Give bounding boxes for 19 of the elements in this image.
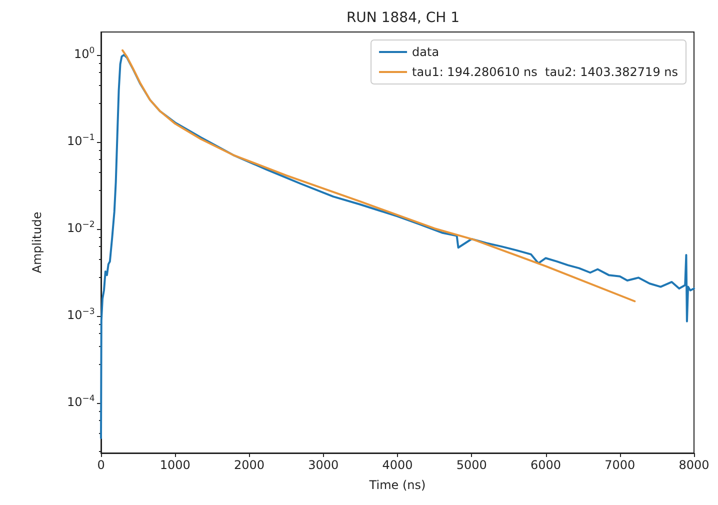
x-tick-label: 1000	[160, 458, 190, 472]
chart-title: RUN 1884, CH 1	[346, 10, 460, 26]
y-tick-label: 10$^{−4}$	[67, 394, 95, 409]
legend-label: tau1: 194.280610 ns tau2: 1403.382719 ns	[412, 65, 678, 79]
y-axis-title: Amplitude	[30, 212, 44, 274]
x-tick-label: 6000	[530, 458, 562, 472]
x-tick-label: 7000	[604, 458, 636, 472]
x-axis-title: Time (ns)	[368, 478, 426, 492]
x-tick-label: 8000	[678, 458, 710, 472]
x-tick-label: 3000	[308, 458, 339, 472]
y-tick-label: 10$^{−3}$	[67, 306, 95, 322]
x-tick-label: 0	[97, 458, 105, 472]
legend-label: data	[412, 45, 440, 59]
y-tick-label: 10$^{−2}$	[67, 220, 95, 235]
x-tick-label: 5000	[456, 458, 487, 472]
y-tick-label: 10$^{0}$	[74, 46, 95, 61]
y-tick-label: 10$^{−1}$	[67, 132, 95, 148]
x-tick-label: 4000	[382, 458, 413, 472]
x-tick-label: 2000	[234, 458, 265, 472]
